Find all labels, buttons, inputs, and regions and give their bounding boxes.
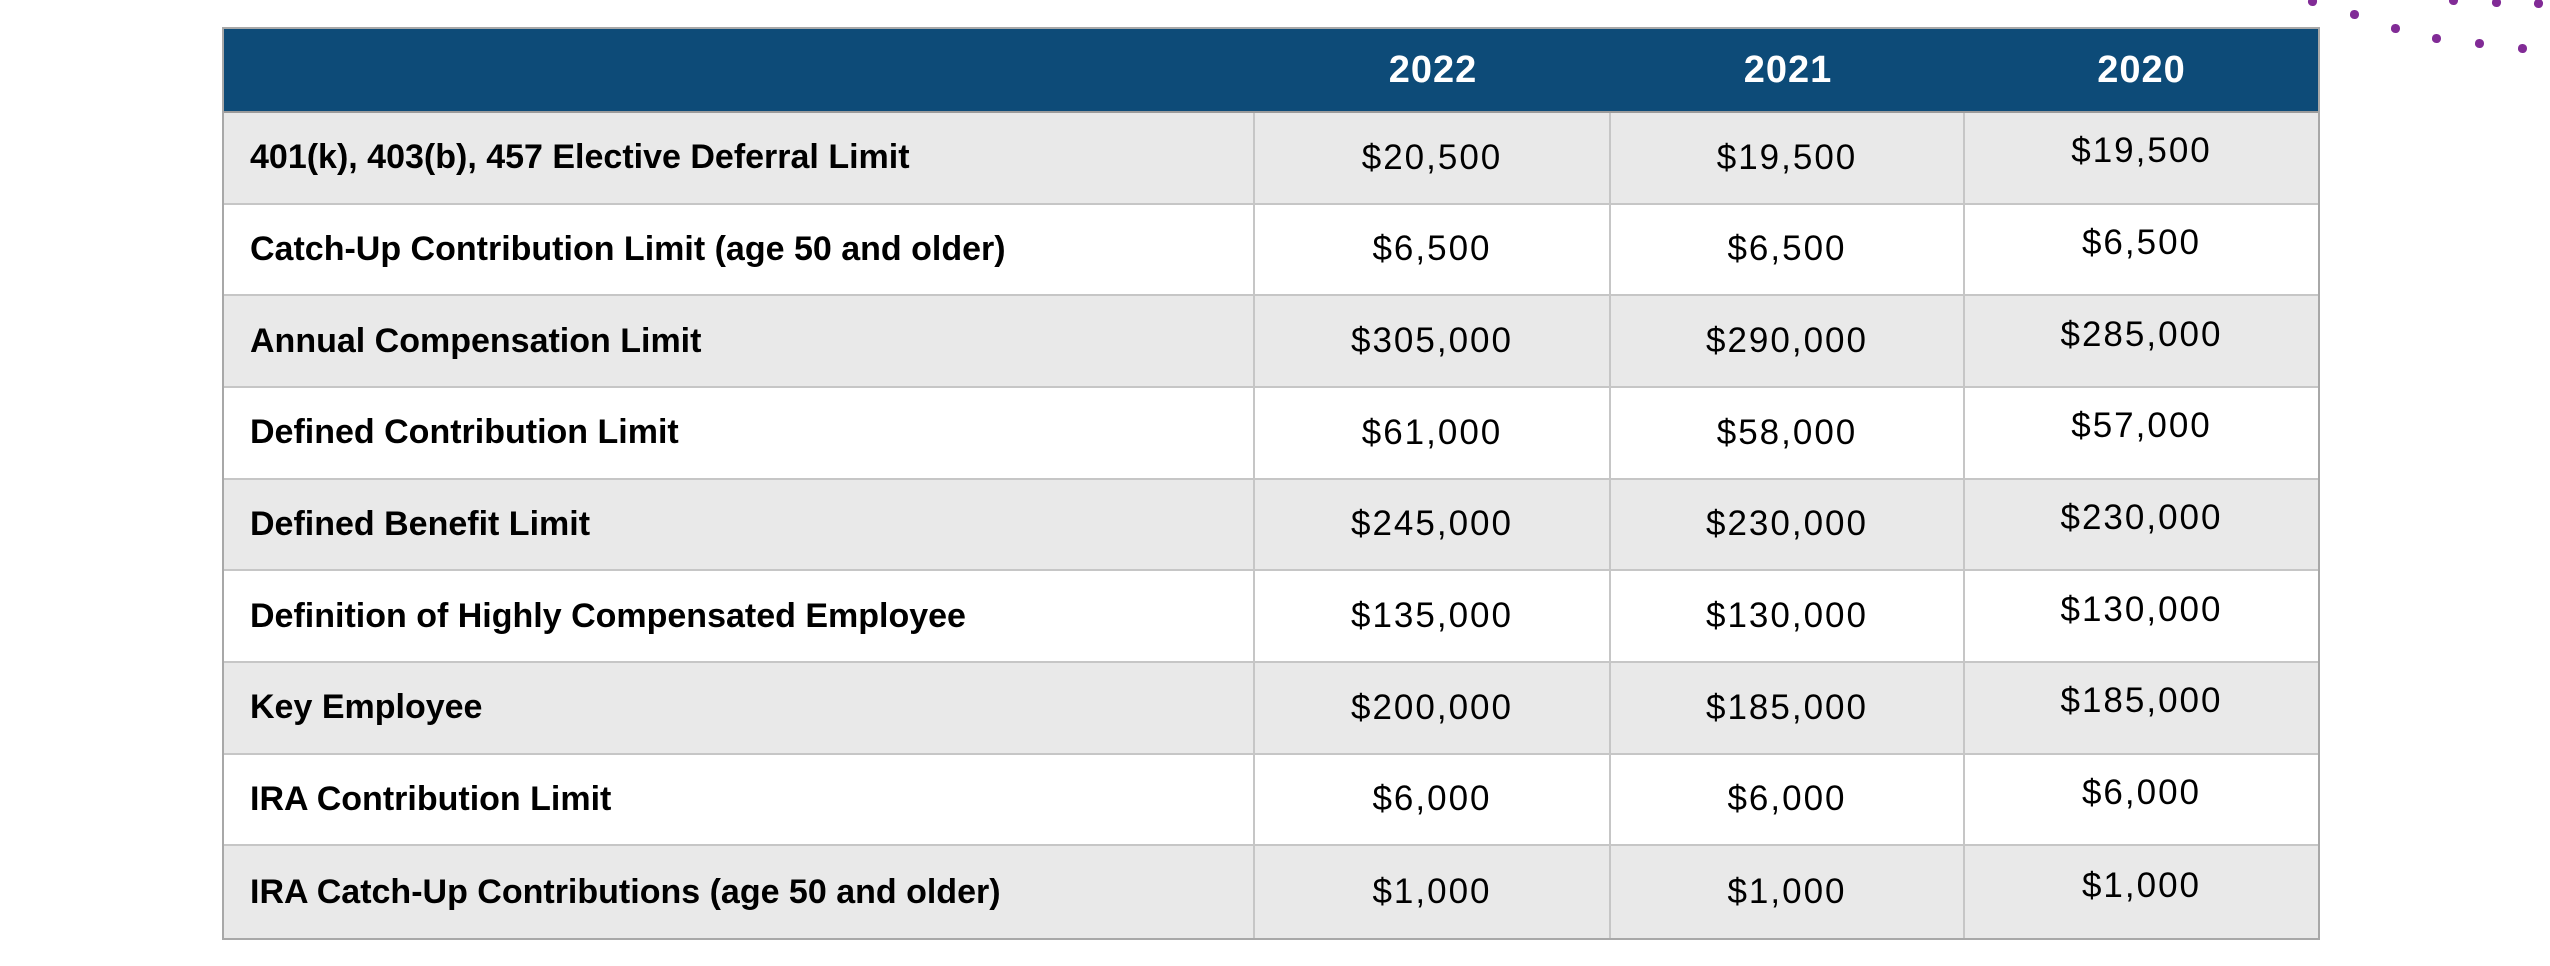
decorative-dot [2307, 0, 2318, 7]
decorative-dot [2431, 33, 2442, 44]
row-label: Key Employee [224, 662, 1255, 755]
decorative-dot [2517, 43, 2528, 54]
decorative-dot [2390, 23, 2401, 34]
decorative-dot [2474, 38, 2485, 49]
row-label: IRA Contribution Limit [224, 754, 1255, 847]
value-2020: $57,000 [1965, 387, 2318, 480]
row-label: Annual Compensation Limit [224, 296, 1255, 388]
header-year-2021: 2021 [1611, 29, 1965, 113]
value-2021: $185,000 [1611, 662, 1965, 755]
value-2020: $130,000 [1965, 571, 2318, 663]
header-empty-cell [224, 29, 1255, 113]
value-2022: $6,500 [1255, 204, 1611, 297]
header-year-2022: 2022 [1255, 29, 1611, 113]
value-2021: $1,000 [1611, 846, 1965, 938]
value-2020: $6,000 [1965, 754, 2318, 847]
value-2021: $130,000 [1611, 571, 1965, 663]
value-2022: $200,000 [1255, 662, 1611, 755]
value-2022: $1,000 [1255, 846, 1611, 938]
header-year-2020: 2020 [1965, 29, 2318, 113]
value-2021: $290,000 [1611, 296, 1965, 388]
value-2021: $6,500 [1611, 204, 1965, 297]
value-2020: $185,000 [1965, 662, 2318, 755]
value-2020: $285,000 [1965, 296, 2318, 388]
row-label: Catch-Up Contribution Limit (age 50 and … [224, 204, 1255, 297]
row-label: Definition of Highly Compensated Employe… [224, 571, 1255, 663]
value-2022: $135,000 [1255, 571, 1611, 663]
decorative-dot [2349, 9, 2360, 20]
decorative-dot [2448, 0, 2459, 6]
value-2021: $6,000 [1611, 754, 1965, 847]
value-2022: $245,000 [1255, 479, 1611, 572]
value-2021: $58,000 [1611, 387, 1965, 480]
value-2020: $19,500 [1965, 113, 2318, 205]
row-label: 401(k), 403(b), 457 Elective Deferral Li… [224, 113, 1255, 205]
value-2022: $61,000 [1255, 387, 1611, 480]
value-2020: $1,000 [1965, 846, 2318, 938]
value-2020: $6,500 [1965, 204, 2318, 297]
value-2022: $20,500 [1255, 113, 1611, 205]
row-label: Defined Benefit Limit [224, 479, 1255, 572]
value-2021: $19,500 [1611, 113, 1965, 205]
decorative-dot [2491, 0, 2502, 8]
value-2020: $230,000 [1965, 479, 2318, 572]
value-2022: $6,000 [1255, 754, 1611, 847]
retirement-limits-table: 2022 2021 2020 401(k), 403(b), 457 Elect… [222, 27, 2320, 940]
row-label: IRA Catch-Up Contributions (age 50 and o… [224, 846, 1255, 938]
decorative-dot [2533, 0, 2544, 9]
row-label: Defined Contribution Limit [224, 387, 1255, 480]
value-2021: $230,000 [1611, 479, 1965, 572]
value-2022: $305,000 [1255, 296, 1611, 388]
